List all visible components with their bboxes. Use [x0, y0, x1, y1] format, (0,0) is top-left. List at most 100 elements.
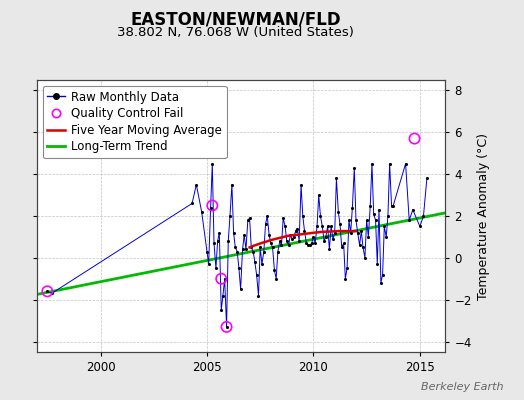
- Point: [386, 160, 394, 167]
- Point: [43, 288, 51, 294]
- Point: [235, 265, 243, 272]
- Point: [348, 204, 356, 211]
- Point: [222, 324, 231, 330]
- Point: [419, 213, 428, 219]
- Point: [221, 276, 229, 282]
- Point: [253, 271, 261, 278]
- Point: [231, 244, 239, 250]
- Point: [322, 234, 330, 240]
- Point: [372, 217, 380, 223]
- Point: [212, 265, 220, 272]
- Point: [305, 242, 314, 248]
- Point: [377, 280, 385, 286]
- Point: [228, 182, 236, 188]
- Point: [354, 230, 362, 236]
- Point: [274, 248, 282, 255]
- Point: [373, 261, 381, 267]
- Point: [206, 204, 215, 211]
- Point: [250, 259, 259, 265]
- Point: [268, 244, 277, 250]
- Point: [233, 248, 242, 255]
- Point: [409, 206, 417, 213]
- Point: [345, 217, 353, 223]
- Point: [313, 223, 321, 230]
- Point: [350, 165, 358, 171]
- Point: [382, 234, 390, 240]
- Point: [238, 246, 247, 253]
- Point: [213, 238, 222, 244]
- Point: [343, 265, 351, 272]
- Point: [198, 209, 206, 215]
- Point: [423, 175, 431, 182]
- Point: [361, 255, 369, 261]
- Text: 38.802 N, 76.068 W (United States): 38.802 N, 76.068 W (United States): [117, 26, 354, 39]
- Point: [188, 200, 196, 207]
- Point: [285, 242, 293, 248]
- Point: [288, 236, 296, 242]
- Point: [329, 236, 337, 242]
- Point: [222, 324, 231, 330]
- Point: [331, 230, 339, 236]
- Text: Berkeley Earth: Berkeley Earth: [421, 382, 503, 392]
- Point: [314, 192, 323, 198]
- Point: [323, 223, 332, 230]
- Point: [308, 240, 316, 246]
- Point: [346, 230, 355, 236]
- Text: EASTON/NEWMAN/FLD: EASTON/NEWMAN/FLD: [130, 10, 341, 28]
- Point: [249, 248, 257, 255]
- Point: [309, 234, 318, 240]
- Point: [401, 160, 410, 167]
- Point: [290, 234, 298, 240]
- Point: [387, 202, 396, 209]
- Point: [272, 276, 280, 282]
- Point: [245, 215, 254, 221]
- Point: [261, 221, 270, 228]
- Point: [369, 211, 378, 217]
- Point: [226, 213, 234, 219]
- Point: [282, 238, 291, 244]
- Point: [337, 244, 346, 250]
- Point: [325, 246, 334, 253]
- Point: [357, 228, 366, 234]
- Point: [230, 230, 238, 236]
- Point: [389, 202, 397, 209]
- Point: [240, 232, 248, 238]
- Y-axis label: Temperature Anomaly (°C): Temperature Anomaly (°C): [477, 132, 490, 300]
- Point: [304, 242, 312, 248]
- Point: [270, 267, 279, 274]
- Point: [375, 206, 383, 213]
- Point: [302, 240, 311, 246]
- Point: [259, 248, 268, 255]
- Point: [336, 221, 344, 228]
- Point: [217, 276, 225, 282]
- Point: [242, 246, 250, 253]
- Point: [208, 160, 216, 167]
- Point: [341, 276, 350, 282]
- Point: [293, 225, 302, 232]
- Point: [334, 209, 343, 215]
- Point: [208, 202, 216, 209]
- Point: [405, 217, 413, 223]
- Point: [378, 271, 387, 278]
- Point: [340, 240, 348, 246]
- Point: [291, 228, 300, 234]
- Point: [363, 217, 371, 223]
- Point: [276, 238, 284, 244]
- Point: [355, 242, 364, 248]
- Point: [279, 215, 287, 221]
- Point: [320, 238, 328, 244]
- Point: [217, 307, 225, 313]
- Legend: Raw Monthly Data, Quality Control Fail, Five Year Moving Average, Long-Term Tren: Raw Monthly Data, Quality Control Fail, …: [42, 86, 226, 158]
- Point: [192, 182, 201, 188]
- Point: [300, 228, 309, 234]
- Point: [286, 232, 294, 238]
- Point: [254, 292, 263, 299]
- Point: [332, 175, 341, 182]
- Point: [364, 234, 373, 240]
- Point: [311, 240, 319, 246]
- Point: [384, 213, 392, 219]
- Point: [368, 160, 376, 167]
- Point: [247, 244, 256, 250]
- Point: [295, 238, 303, 244]
- Point: [47, 290, 56, 297]
